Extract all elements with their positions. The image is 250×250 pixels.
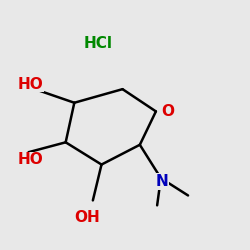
- Text: N: N: [156, 174, 168, 189]
- Text: HO: HO: [18, 77, 43, 92]
- Text: OH: OH: [74, 210, 100, 225]
- Text: HCl: HCl: [83, 36, 112, 51]
- Text: HO: HO: [18, 152, 43, 167]
- Text: O: O: [162, 104, 174, 119]
